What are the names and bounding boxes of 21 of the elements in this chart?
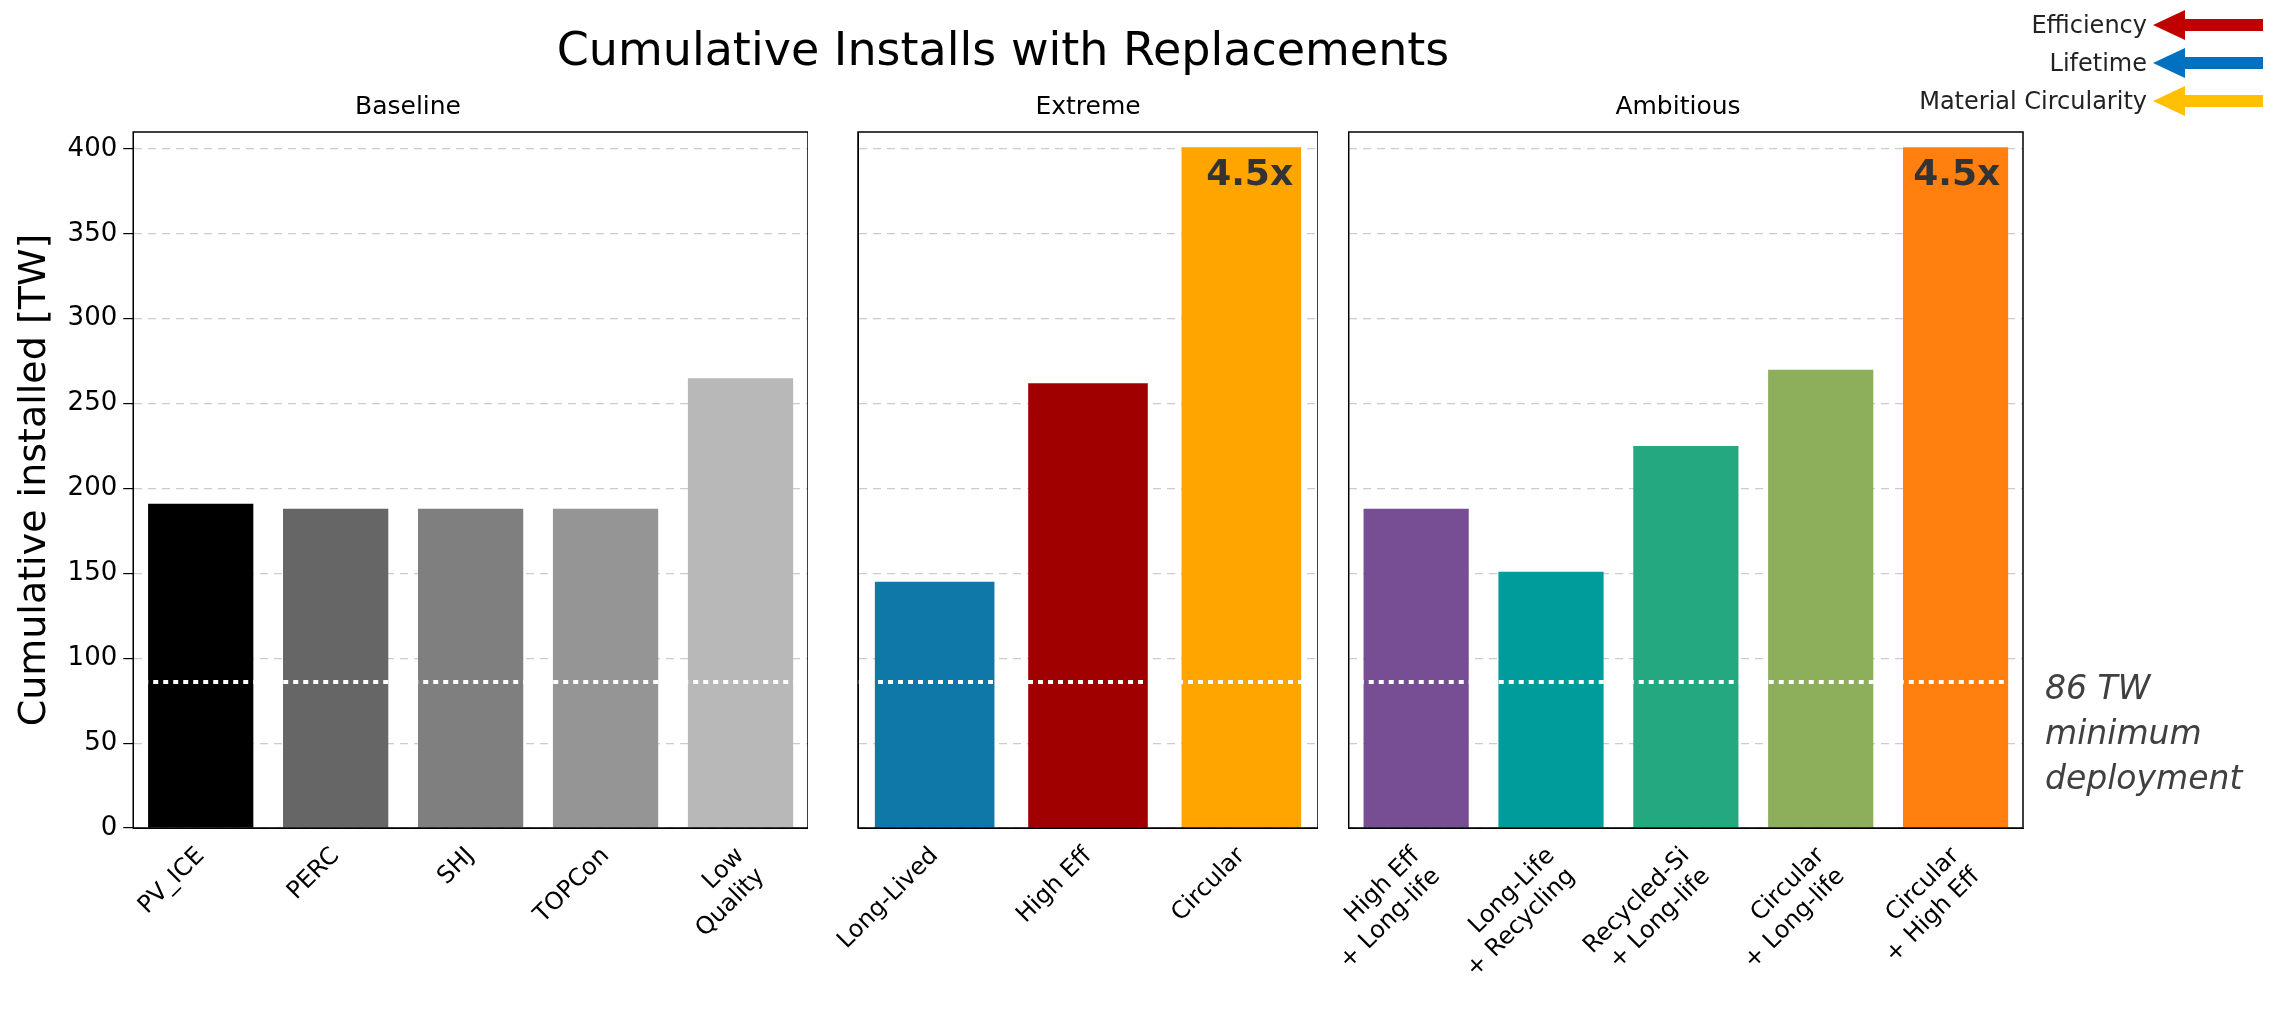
text: Cumulative Installs with Replacements [555,21,1451,78]
y-tick-label: 0 [100,810,118,841]
annotation: 4.5x [1206,151,1294,193]
text: Material Circularity [1919,87,2147,115]
y-tick-label: 250 [67,386,118,417]
y-tick-label: 300 [67,301,118,332]
y-tick-label: 50 [84,725,118,756]
y-tick-label: 100 [67,640,118,671]
text: Lifetime [2049,49,2147,77]
y-tick-label: 350 [67,216,118,247]
y-axis-title: Cumulative installed [TW] [9,233,54,727]
y-tick-label: 200 [67,471,118,502]
chart-subtitle: Extreme [1035,90,1141,120]
ref-line-label: 86 TW minimum deployment [2045,667,2244,797]
annotation: 4.5x [1913,151,2001,193]
chart-subtitle: Ambitious [1615,90,1741,120]
chart-subtitle: Baseline [355,90,461,120]
x-tick-label: SHJ [430,841,480,890]
y-tick-label: 150 [67,556,118,587]
text: Efficiency [2031,11,2147,39]
y-tick-label: 400 [67,131,118,162]
